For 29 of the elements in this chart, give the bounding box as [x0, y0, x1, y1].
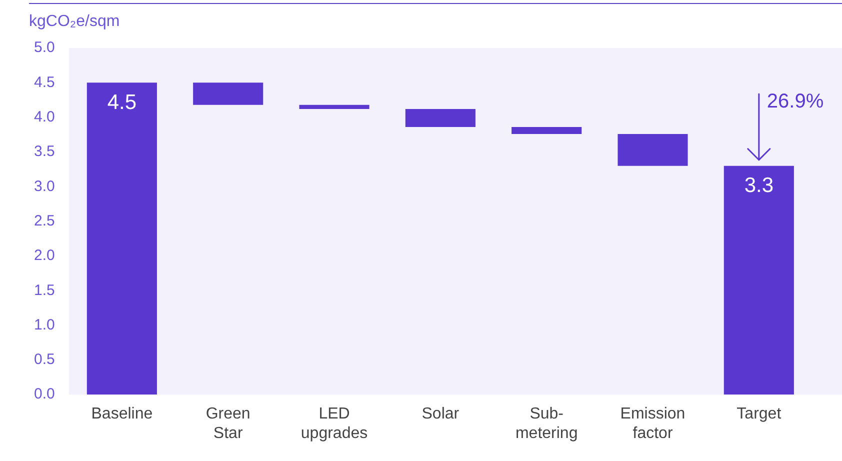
- x-tick-label: Green Star: [206, 406, 250, 442]
- y-tick-label: 0.5: [34, 351, 55, 368]
- y-tick-label: 4.5: [34, 74, 55, 91]
- x-tick-label: Sub-metering: [515, 406, 578, 442]
- x-tick-label: Target: [736, 406, 782, 423]
- bar: [724, 166, 794, 395]
- x-tick-label: Solar: [422, 406, 460, 423]
- y-tick-label: 2.0: [34, 247, 55, 264]
- bar: [512, 127, 582, 134]
- bar: [618, 134, 688, 166]
- y-tick-label: 1.0: [34, 316, 55, 334]
- y-tick-label: 5.0: [34, 39, 55, 56]
- y-tick-label: 1.5: [34, 282, 55, 299]
- bar: [299, 104, 370, 109]
- x-tick-label: LED upgrades: [300, 406, 368, 442]
- annotation: 26.9%: [766, 90, 824, 113]
- y-tick-label: 3.5: [34, 143, 55, 160]
- y-tick-label: 0.0: [34, 386, 55, 403]
- y-tick-label: 4.0: [34, 108, 55, 126]
- y-tick-label: 3.0: [34, 178, 55, 195]
- y-axis-title: kgCO₂e/sqm: [29, 13, 120, 31]
- bar: [405, 109, 476, 128]
- bar: [86, 82, 157, 395]
- data-label: 4.5: [107, 90, 137, 114]
- data-label: 3.3: [744, 174, 774, 198]
- x-tick-label: Baseline: [91, 406, 153, 423]
- x-tick-label: Emission factor: [620, 406, 686, 442]
- bar: [193, 82, 264, 105]
- y-tick-label: 2.5: [34, 212, 55, 230]
